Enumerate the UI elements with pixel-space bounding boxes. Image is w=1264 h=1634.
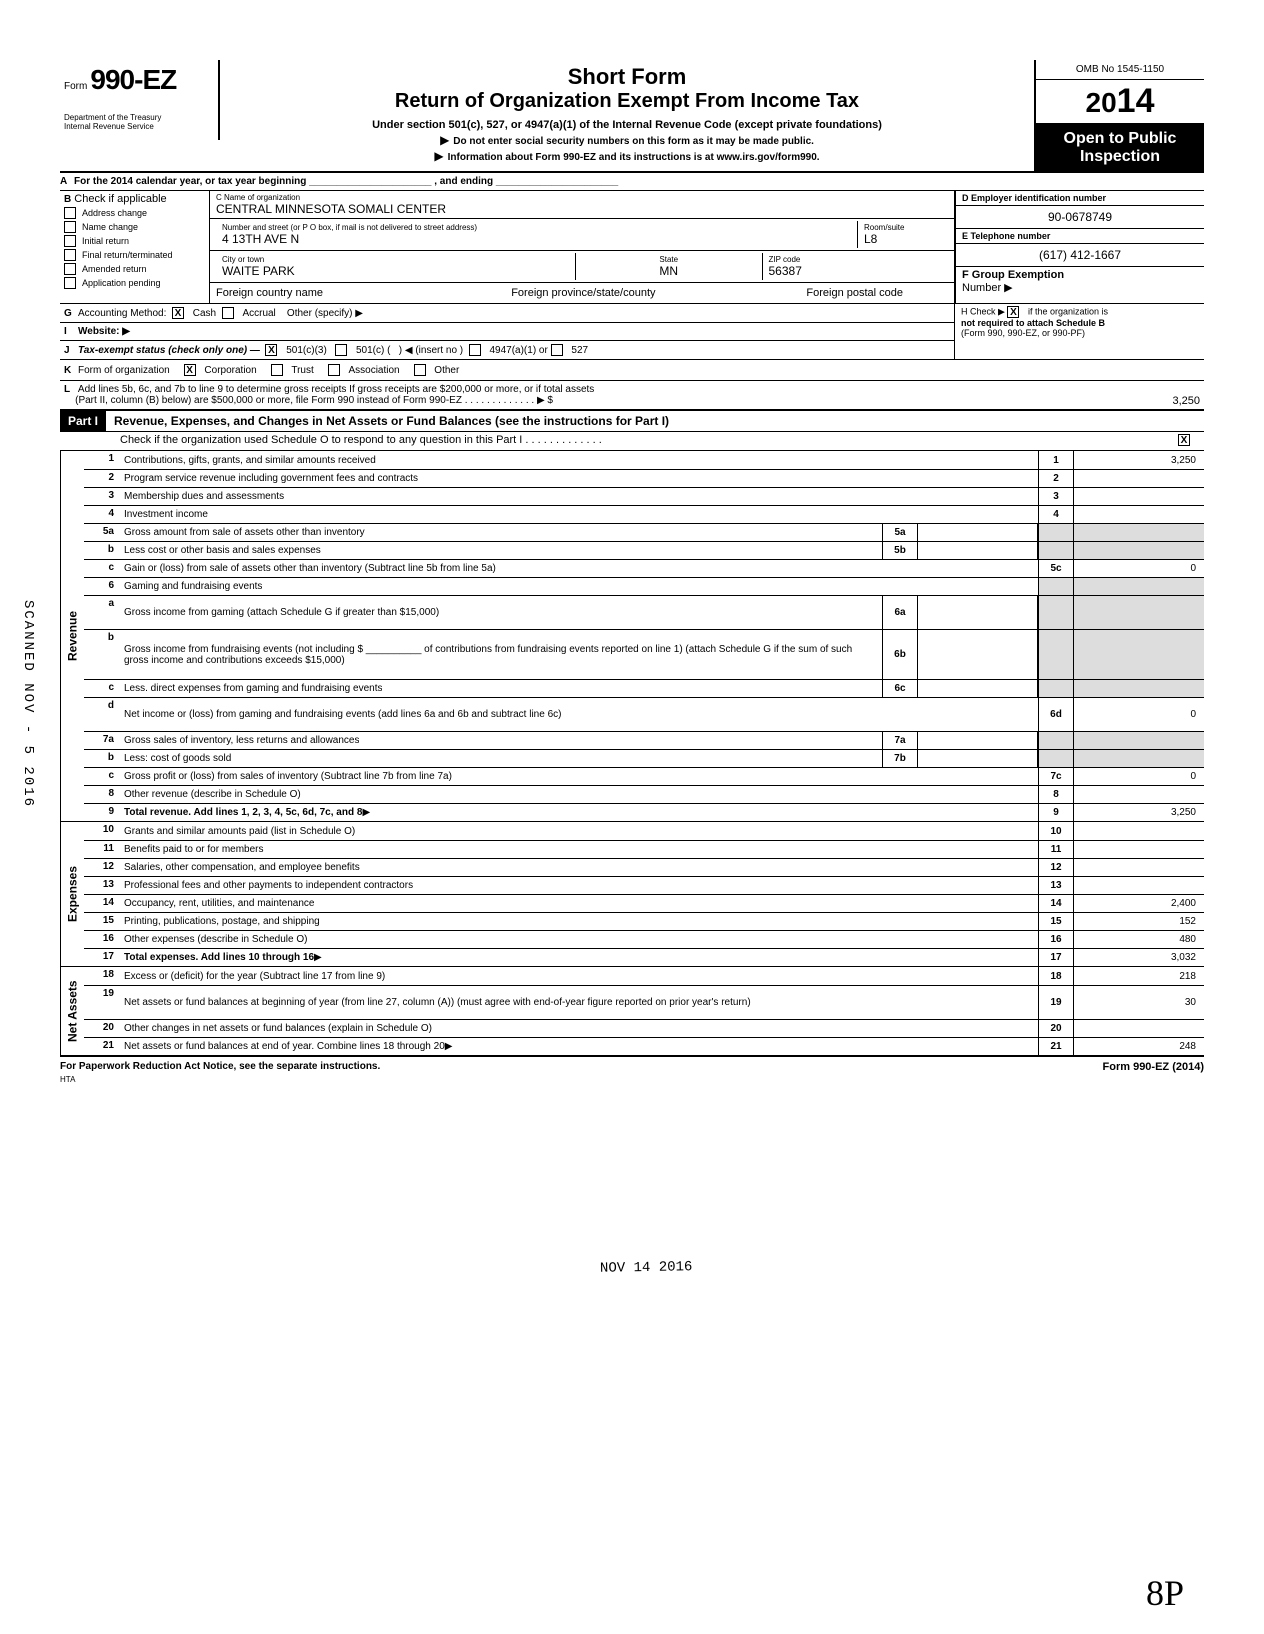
chk-other-org[interactable] xyxy=(414,364,426,376)
chk-assoc[interactable] xyxy=(328,364,340,376)
chk-4947[interactable] xyxy=(469,344,481,356)
chk-accrual[interactable] xyxy=(222,307,234,319)
org-name-label: C Name of organization xyxy=(216,193,948,202)
chk-schedule-o[interactable]: X xyxy=(1178,434,1190,446)
page-footer: For Paperwork Reduction Act Notice, see … xyxy=(60,1057,1204,1073)
ein: 90-0678749 xyxy=(956,206,1204,229)
row-g-accounting: G Accounting Method: X Cash Accrual Othe… xyxy=(60,304,954,323)
row-l-gross-receipts: L Add lines 5b, 6c, and 7b to line 9 to … xyxy=(60,381,1204,411)
state: MN xyxy=(582,264,756,278)
chk-amended[interactable]: Amended return xyxy=(64,263,205,275)
title-under: Under section 501(c), 527, or 4947(a)(1)… xyxy=(232,119,1022,131)
line-16-amount: 480 xyxy=(1074,931,1204,948)
col-d-ein: D Employer identification number 90-0678… xyxy=(954,191,1204,303)
section-bcd: B Check if applicable Address change Nam… xyxy=(60,191,1204,304)
schedule-o-check: Check if the organization used Schedule … xyxy=(60,432,1204,451)
right-box: OMB No 1545-1150 2014 Open to Public Ins… xyxy=(1034,60,1204,171)
open-public: Open to Public Inspection xyxy=(1036,124,1204,171)
scanned-stamp: SCANNED NOV - 5 2016 xyxy=(20,600,36,808)
chk-pending[interactable]: Application pending xyxy=(64,277,205,289)
part-1-title: Revenue, Expenses, and Changes in Net As… xyxy=(106,412,1204,430)
zip: 56387 xyxy=(769,264,943,278)
chk-corp[interactable]: X xyxy=(184,364,196,376)
form-number: 990-EZ xyxy=(90,64,176,95)
chk-name-change[interactable]: Name change xyxy=(64,221,205,233)
chk-final-return[interactable]: Final return/terminated xyxy=(64,249,205,261)
chk-501c[interactable] xyxy=(335,344,347,356)
line-15-amount: 152 xyxy=(1074,913,1204,930)
chk-initial-return[interactable]: Initial return xyxy=(64,235,205,247)
part-1-table: Revenue 1Contributions, gifts, grants, a… xyxy=(60,451,1204,1057)
line-6d-amount: 0 xyxy=(1074,698,1204,731)
line-18-amount: 218 xyxy=(1074,967,1204,985)
part-1-header: Part I Revenue, Expenses, and Changes in… xyxy=(60,411,1204,432)
title-box: Short Form Return of Organization Exempt… xyxy=(220,60,1034,167)
omb-number: OMB No 1545-1150 xyxy=(1036,60,1204,80)
form-identifier: Form 990-EZ (2014) xyxy=(1103,1061,1204,1073)
line-5c-amount: 0 xyxy=(1074,560,1204,577)
line-17-total-expenses: 3,032 xyxy=(1074,949,1204,966)
chk-trust[interactable] xyxy=(271,364,283,376)
info-note: ▶Information about Form 990-EZ and its i… xyxy=(232,149,1022,163)
line-7c-amount: 0 xyxy=(1074,768,1204,785)
phone: (617) 412-1667 xyxy=(956,244,1204,267)
room-suite: L8 xyxy=(864,232,942,246)
line-21-amount: 248 xyxy=(1074,1038,1204,1055)
row-a: A For the 2014 calendar year, or tax yea… xyxy=(60,173,1204,191)
chk-527[interactable] xyxy=(551,344,563,356)
ssn-note: ▶Do not enter social security numbers on… xyxy=(232,133,1022,147)
tax-year: 2014 xyxy=(1036,80,1204,124)
gross-receipts-amount: 3,250 xyxy=(1172,395,1200,407)
chk-schedule-b[interactable]: X xyxy=(1007,306,1019,318)
line-9-total-revenue: 3,250 xyxy=(1074,804,1204,821)
vtab-revenue: Revenue xyxy=(60,451,84,821)
form-number-box: Form 990-EZ Department of the Treasury I… xyxy=(60,60,220,140)
line-19-amount: 30 xyxy=(1074,986,1204,1019)
row-i-website: IWebsite: ▶ xyxy=(60,323,954,341)
chk-address-change[interactable]: Address change xyxy=(64,207,205,219)
chk-cash[interactable]: X xyxy=(172,307,184,319)
hta-code: HTA xyxy=(60,1075,1204,1084)
chk-501c3[interactable]: X xyxy=(265,344,277,356)
street-address: 4 13TH AVE N xyxy=(222,232,851,246)
row-j-tax-status: J Tax-exempt status (check only one) — X… xyxy=(60,341,954,359)
title-return: Return of Organization Exempt From Incom… xyxy=(232,90,1022,113)
form-prefix: Form xyxy=(64,81,87,92)
org-name: CENTRAL MINNESOTA SOMALI CENTER xyxy=(216,202,948,216)
line-14-amount: 2,400 xyxy=(1074,895,1204,912)
col-c-org-info: C Name of organization CENTRAL MINNESOTA… xyxy=(210,191,954,303)
row-h-schedule-b: H Check ▶ X if the organization is not r… xyxy=(954,304,1204,359)
part-1-label: Part I xyxy=(60,411,106,431)
handwritten-note: 8P xyxy=(1146,1572,1184,1614)
form-header: Form 990-EZ Department of the Treasury I… xyxy=(60,60,1204,173)
line-1-amount: 3,250 xyxy=(1074,451,1204,469)
received-stamp: NOV 14 2016 xyxy=(600,1259,693,1277)
calendar-year-text: For the 2014 calendar year, or tax year … xyxy=(74,176,618,187)
title-short-form: Short Form xyxy=(232,64,1022,90)
col-b-checkboxes: B Check if applicable Address change Nam… xyxy=(60,191,210,303)
vtab-net-assets: Net Assets xyxy=(60,967,84,1055)
row-k-form-org: K Form of organization X Corporation Tru… xyxy=(60,360,1204,381)
vtab-expenses: Expenses xyxy=(60,822,84,966)
city: WAITE PARK xyxy=(222,264,569,278)
dept-treasury: Department of the Treasury Internal Reve… xyxy=(64,114,210,132)
paperwork-notice: For Paperwork Reduction Act Notice, see … xyxy=(60,1061,380,1073)
